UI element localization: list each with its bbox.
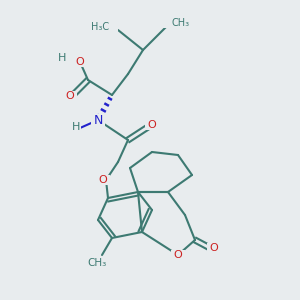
Text: CH₃: CH₃ [172, 18, 190, 28]
Text: N: N [93, 113, 103, 127]
FancyBboxPatch shape [207, 243, 221, 253]
Text: O: O [99, 175, 107, 185]
FancyBboxPatch shape [76, 58, 84, 67]
FancyBboxPatch shape [63, 91, 77, 101]
Text: O: O [76, 57, 84, 67]
FancyBboxPatch shape [66, 55, 86, 65]
Text: O: O [210, 243, 218, 253]
Text: O: O [148, 120, 156, 130]
FancyBboxPatch shape [163, 18, 181, 28]
Text: H: H [72, 122, 80, 132]
Text: O: O [66, 91, 74, 101]
FancyBboxPatch shape [100, 22, 118, 32]
FancyBboxPatch shape [171, 250, 185, 260]
Text: H₃C: H₃C [91, 22, 109, 32]
Text: H: H [107, 24, 115, 34]
FancyBboxPatch shape [71, 122, 81, 131]
FancyBboxPatch shape [96, 175, 110, 185]
Text: O: O [174, 250, 182, 260]
Text: CH₃: CH₃ [87, 258, 106, 268]
FancyBboxPatch shape [91, 114, 105, 126]
Text: H: H [58, 53, 66, 63]
FancyBboxPatch shape [104, 25, 118, 34]
FancyBboxPatch shape [88, 258, 106, 268]
FancyBboxPatch shape [145, 120, 159, 130]
